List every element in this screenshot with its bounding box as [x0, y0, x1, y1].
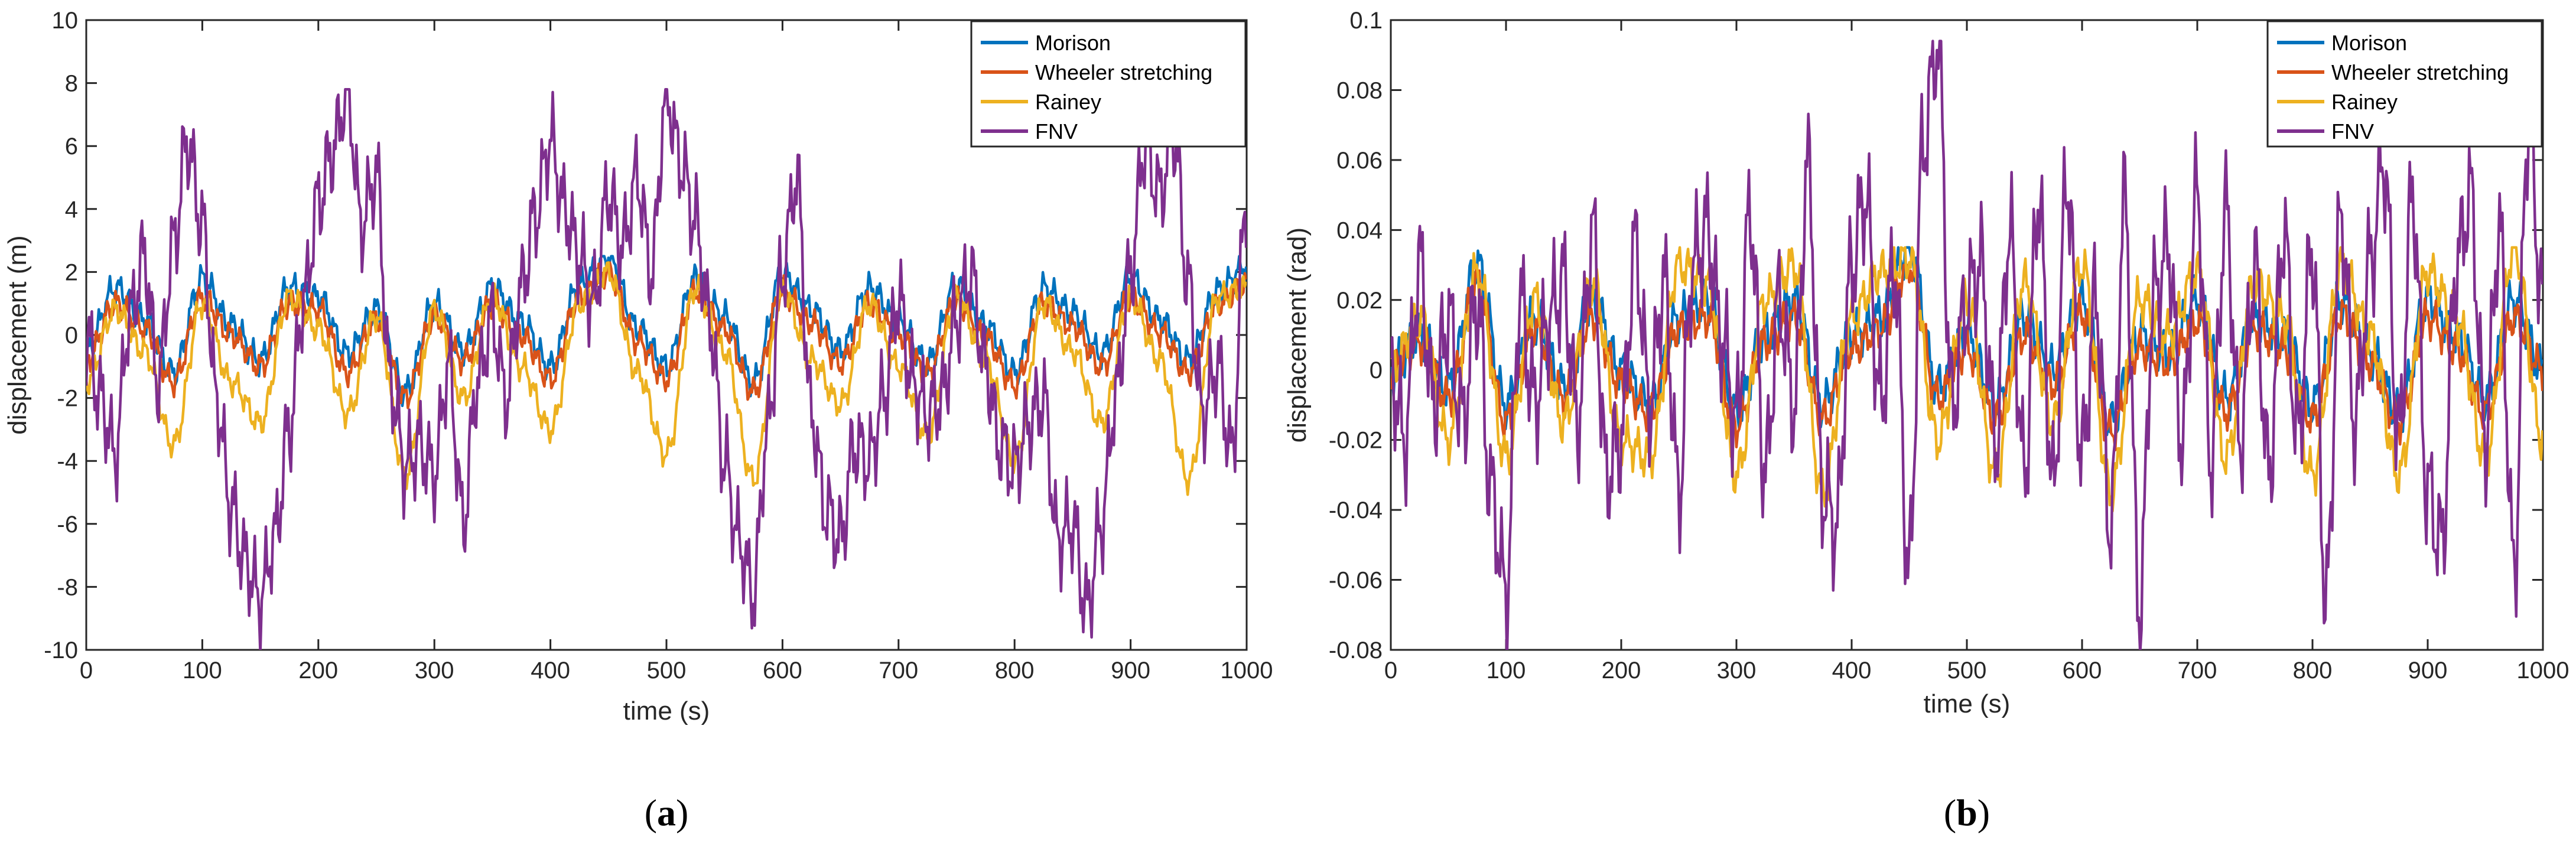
x-tick-label-b-8: 800	[2293, 658, 2333, 684]
y-tick-label-a-0: -10	[44, 637, 78, 663]
y-tick-label-b-5: 0.02	[1336, 288, 1383, 314]
series-lines-a	[86, 88, 1247, 650]
y-tick-label-b-9: 0.1	[1349, 8, 1383, 34]
legend-a: Morison Wheeler stretching Rainey FNV	[970, 20, 1247, 148]
legend-label-a-0: Morison	[1035, 31, 1111, 55]
y-tick-label-b-4: 0	[1370, 357, 1383, 383]
x-tick-label-b-1: 100	[1487, 658, 1526, 684]
x-tick-label-a-6: 600	[763, 658, 802, 684]
series-line-a-fnv	[86, 88, 1247, 650]
legend-label-b-3: FNV	[2331, 119, 2374, 144]
panel-caption-b: (b)	[1944, 792, 1990, 834]
y-tick-label-b-1: -0.06	[1329, 568, 1383, 594]
y-tick-label-b-0: -0.08	[1329, 637, 1383, 663]
x-axis-label-b: time (s)	[1924, 689, 2011, 718]
legend-b: Morison Wheeler stretching Rainey FNV	[2266, 20, 2543, 148]
legend-label-b-1: Wheeler stretching	[2331, 60, 2509, 84]
x-tick-label-a-9: 900	[1111, 658, 1150, 684]
axis-ticks-a: 0 100 200 300 400 500 600 700 800 900 1000-10-8-6-…	[44, 8, 1273, 684]
y-tick-label-b-7: 0.06	[1336, 148, 1383, 174]
y-tick-label-a-10: 10	[52, 8, 79, 34]
x-tick-label-a-10: 1000	[1221, 658, 1273, 684]
y-tick-label-a-1: -8	[57, 574, 78, 600]
x-axis-label-a: time (s)	[623, 697, 710, 725]
legend-label-a-2: Rainey	[1035, 90, 1101, 114]
panel-a-displacement-m: 0 100 200 300 400 500 600 700 800 900 1000-10-8-6-…	[3, 8, 1273, 834]
x-tick-label-b-7: 700	[2178, 658, 2217, 684]
y-tick-label-a-7: 4	[65, 197, 78, 223]
y-axis-label-a: displacement (m)	[3, 235, 32, 434]
y-tick-label-b-6: 0.04	[1336, 217, 1383, 243]
y-tick-label-b-2: -0.04	[1329, 497, 1383, 523]
x-tick-label-b-9: 900	[2408, 658, 2448, 684]
x-tick-label-a-0: 0	[80, 658, 93, 684]
y-tick-label-a-3: -4	[57, 448, 78, 474]
y-axis-label-b: displacement (rad)	[1283, 227, 1312, 442]
x-tick-label-b-6: 600	[2063, 658, 2102, 684]
panel-caption-a: (a)	[645, 792, 689, 834]
x-tick-label-a-1: 100	[183, 658, 222, 684]
x-tick-label-b-0: 0	[1384, 658, 1397, 684]
axis-ticks-b: 0 100 200 300 400 500 600 700 800 900 1000 -0.08 -0.…	[1329, 8, 2570, 684]
x-tick-label-a-3: 300	[415, 658, 454, 684]
y-tick-label-a-9: 8	[65, 71, 78, 97]
x-tick-label-b-4: 400	[1832, 658, 1872, 684]
x-tick-label-a-8: 800	[995, 658, 1035, 684]
x-tick-label-a-7: 700	[879, 658, 918, 684]
x-tick-label-b-5: 500	[1947, 658, 1987, 684]
legend-label-a-1: Wheeler stretching	[1035, 60, 1212, 84]
y-tick-label-a-8: 6	[65, 134, 78, 160]
x-tick-label-b-3: 300	[1717, 658, 1757, 684]
x-tick-label-a-4: 400	[531, 658, 570, 684]
legend-label-a-3: FNV	[1035, 119, 1078, 144]
y-tick-label-a-2: -6	[57, 512, 78, 538]
y-tick-label-a-5: 0	[65, 323, 78, 349]
x-tick-label-b-10: 1000	[2517, 658, 2570, 684]
panel-b-displacement-rad: 0 100 200 300 400 500 600 700 800 900 1000 -0.08 -0.…	[1283, 8, 2569, 834]
x-tick-label-a-2: 200	[298, 658, 338, 684]
x-tick-label-b-2: 200	[1602, 658, 1641, 684]
panel-label-a: a	[657, 792, 676, 834]
panel-label-b: b	[1956, 792, 1977, 834]
y-tick-label-a-4: -2	[57, 386, 78, 412]
legend-label-b-2: Rainey	[2331, 90, 2398, 114]
x-tick-label-a-5: 500	[647, 658, 687, 684]
legend-label-b-0: Morison	[2331, 31, 2407, 55]
series-lines-b	[1391, 40, 2543, 650]
series-line-a-rainey	[86, 261, 1247, 496]
y-tick-label-b-3: -0.02	[1329, 428, 1383, 454]
y-tick-label-a-6: 2	[65, 259, 78, 285]
series-line-b-fnv	[1391, 40, 2543, 650]
y-tick-label-b-8: 0.08	[1336, 77, 1383, 103]
